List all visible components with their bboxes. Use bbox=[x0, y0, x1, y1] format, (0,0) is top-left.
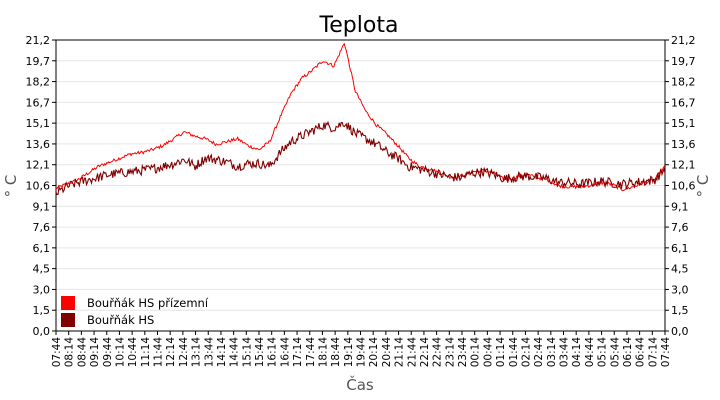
x-tick-label: 08:14 bbox=[64, 337, 76, 368]
x-tick-label: 22:44 bbox=[432, 337, 444, 368]
x-tick-label: 01:14 bbox=[495, 337, 507, 368]
y-axis-label-right: ° C bbox=[694, 175, 712, 198]
y-tick-label-right: 6,1 bbox=[671, 242, 689, 255]
chart-title: Teplota bbox=[319, 13, 399, 38]
x-tick-label: 15:14 bbox=[241, 337, 253, 368]
x-tick-label: 06:14 bbox=[622, 337, 634, 368]
x-tick-label: 14:44 bbox=[229, 337, 241, 368]
x-tick-label: 17:14 bbox=[292, 337, 304, 368]
series-group bbox=[55, 42, 666, 196]
y-tick-label-right: 16,7 bbox=[671, 96, 696, 109]
x-tick-label: 06:44 bbox=[635, 337, 647, 368]
x-tick-label: 17:44 bbox=[305, 337, 317, 368]
x-tick-label: 21:14 bbox=[394, 337, 406, 368]
x-tick-label: 20:14 bbox=[368, 337, 380, 368]
x-tick-label: 04:14 bbox=[571, 337, 583, 368]
y-tick-label-right: 21,2 bbox=[671, 34, 696, 47]
x-tick-label: 02:14 bbox=[520, 337, 532, 368]
legend-swatch-2 bbox=[61, 313, 75, 327]
x-tick-label: 05:14 bbox=[597, 337, 609, 368]
x-tick-label: 09:44 bbox=[102, 337, 114, 368]
x-tick-label: 07:44 bbox=[660, 337, 672, 368]
y-tick-label-right: 7,6 bbox=[671, 221, 689, 234]
x-tick-label: 13:44 bbox=[203, 337, 215, 368]
x-tick-label: 10:14 bbox=[114, 337, 126, 368]
x-tick-label: 19:14 bbox=[343, 337, 355, 368]
x-tick-label: 12:44 bbox=[178, 337, 190, 368]
x-tick-label: 13:14 bbox=[191, 337, 203, 368]
x-tick-label: 03:14 bbox=[546, 337, 558, 368]
y-tick-label-right: 9,1 bbox=[671, 200, 689, 213]
x-tick-label: 22:14 bbox=[419, 337, 431, 368]
y-tick-label-left: 3,0 bbox=[33, 283, 51, 296]
x-tick-label: 19:44 bbox=[356, 337, 368, 368]
x-axis: 07:44 08:14 08:44 09:14 09:44 10:14 10:44 11:14… bbox=[51, 331, 672, 367]
series-line-1 bbox=[55, 42, 666, 192]
y-tick-label-right: 4,5 bbox=[671, 263, 689, 276]
legend-label-1: Bouřňák HS přízemní bbox=[87, 296, 209, 310]
y-tick-label-left: 7,6 bbox=[33, 221, 51, 234]
x-tick-label: 16:14 bbox=[267, 337, 279, 368]
y-tick-label-left: 21,2 bbox=[26, 34, 51, 47]
y-tick-label-left: 0,0 bbox=[33, 325, 51, 338]
x-tick-label: 04:44 bbox=[584, 337, 596, 368]
x-tick-label: 11:14 bbox=[140, 337, 152, 368]
y-tick-label-left: 9,1 bbox=[33, 200, 51, 213]
y-tick-label-left: 18,2 bbox=[26, 76, 51, 89]
x-tick-label: 07:44 bbox=[51, 337, 63, 368]
x-tick-label: 21:44 bbox=[406, 337, 418, 368]
y-tick-label-right: 19,7 bbox=[671, 55, 696, 68]
x-tick-label: 23:44 bbox=[457, 337, 469, 368]
x-tick-label: 00:44 bbox=[482, 337, 494, 368]
x-tick-label: 03:44 bbox=[559, 337, 571, 368]
y-tick-label-left: 19,7 bbox=[26, 55, 51, 68]
x-tick-label: 09:14 bbox=[89, 337, 101, 368]
y-tick-label-left: 10,6 bbox=[26, 180, 51, 193]
y-tick-label-right: 13,6 bbox=[671, 138, 696, 151]
grid-lines bbox=[56, 60, 665, 311]
y-tick-label-right: 3,0 bbox=[671, 283, 689, 296]
x-tick-label: 00:14 bbox=[470, 337, 482, 368]
legend-swatch-1 bbox=[61, 296, 75, 310]
x-tick-label: 15:44 bbox=[254, 337, 266, 368]
x-tick-label: 10:44 bbox=[127, 337, 139, 368]
legend-label-2: Bouřňák HS bbox=[87, 313, 154, 327]
y-tick-label-left: 1,5 bbox=[33, 304, 51, 317]
y-axis-right: 0,0 1,5 3,0 4,5 6,1 7,6 9,1 10,6 12,1 13,6 15,1 16,… bbox=[665, 34, 696, 338]
x-tick-label: 01:44 bbox=[508, 337, 520, 368]
y-tick-label-left: 6,1 bbox=[33, 242, 51, 255]
y-tick-label-left: 12,1 bbox=[26, 159, 51, 172]
y-tick-label-right: 12,1 bbox=[671, 159, 696, 172]
y-tick-label-right: 18,2 bbox=[671, 76, 696, 89]
y-tick-label-left: 4,5 bbox=[33, 263, 51, 276]
y-tick-label-left: 15,1 bbox=[26, 117, 51, 130]
y-tick-label-right: 10,6 bbox=[671, 180, 696, 193]
x-tick-label: 14:14 bbox=[216, 337, 228, 368]
series-line-2 bbox=[55, 120, 666, 196]
y-tick-label-left: 13,6 bbox=[26, 138, 51, 151]
y-tick-label-left: 16,7 bbox=[26, 96, 51, 109]
x-tick-label: 23:14 bbox=[444, 337, 456, 368]
x-tick-label: 20:44 bbox=[381, 337, 393, 368]
x-tick-label: 08:44 bbox=[76, 337, 88, 368]
y-tick-label-right: 1,5 bbox=[671, 304, 689, 317]
y-tick-label-right: 0,0 bbox=[671, 325, 689, 338]
x-axis-label: Čas bbox=[346, 375, 374, 394]
x-tick-label: 12:14 bbox=[165, 337, 177, 368]
y-tick-label-right: 15,1 bbox=[671, 117, 696, 130]
x-tick-label: 18:14 bbox=[317, 337, 329, 368]
x-tick-label: 05:44 bbox=[609, 337, 621, 368]
x-tick-label: 07:14 bbox=[647, 337, 659, 368]
x-tick-label: 02:44 bbox=[533, 337, 545, 368]
y-axis-label-left: ° C bbox=[2, 175, 20, 198]
legend: Bouřňák HS přízemní Bouřňák HS bbox=[61, 296, 209, 327]
x-tick-label: 18:44 bbox=[330, 337, 342, 368]
y-axis-left: 0,0 1,5 3,0 4,5 6,1 7,6 9,1 10,6 12,1 13,6 15,1 16,… bbox=[26, 34, 56, 338]
x-tick-label: 16:44 bbox=[279, 337, 291, 368]
x-tick-label: 11:44 bbox=[153, 337, 165, 368]
